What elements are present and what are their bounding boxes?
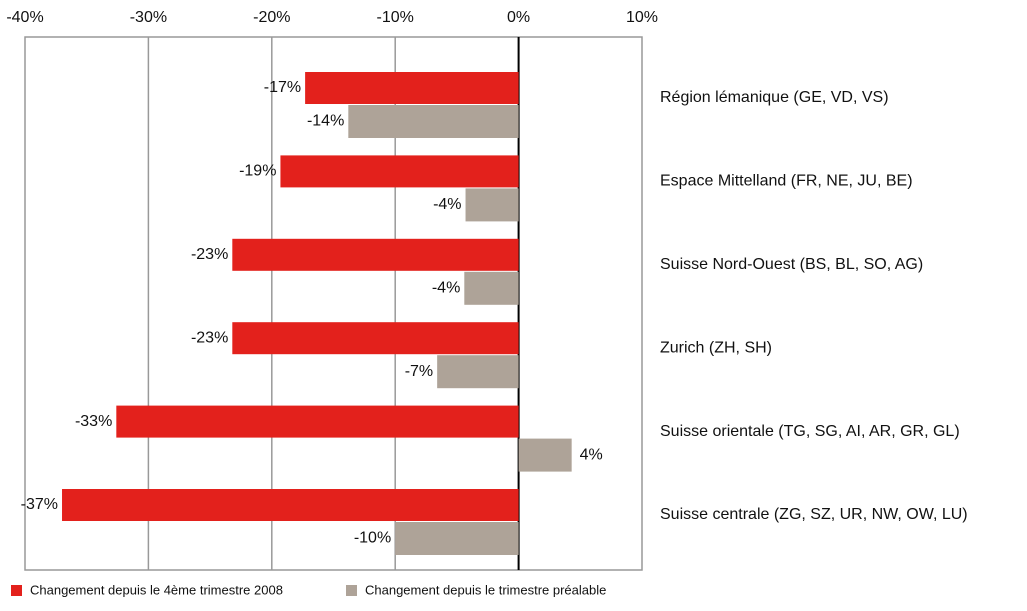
bar — [395, 522, 519, 555]
bar — [232, 322, 519, 355]
bar — [348, 105, 519, 138]
value-label: -10% — [354, 530, 391, 547]
x-tick-label: 0% — [507, 9, 530, 26]
value-label: -19% — [239, 163, 276, 180]
bar — [464, 271, 519, 305]
bar — [518, 438, 572, 472]
category-label: Suisse Nord-Ouest (BS, BL, SO, AG) — [660, 256, 923, 273]
bar — [305, 72, 519, 104]
bar — [62, 489, 519, 521]
value-label: -33% — [75, 413, 112, 430]
bar — [232, 238, 519, 271]
value-label: -7% — [405, 363, 433, 380]
legend-label: Changement depuis le 4ème trimestre 2008 — [30, 582, 283, 597]
value-label: -23% — [191, 329, 228, 346]
category-label: Zurich (ZH, SH) — [660, 339, 772, 356]
x-tick-label: -20% — [253, 9, 290, 26]
value-label: -17% — [264, 79, 301, 96]
value-label: -4% — [433, 196, 461, 213]
bar — [116, 405, 519, 438]
value-label: -4% — [432, 280, 460, 297]
value-label: -37% — [21, 496, 58, 513]
bar — [465, 188, 519, 222]
category-label: Suisse orientale (TG, SG, AI, AR, GR, GL… — [660, 423, 960, 440]
x-tick-label: -40% — [6, 9, 43, 26]
x-tick-label: -10% — [377, 9, 414, 26]
legend-swatch — [11, 585, 22, 596]
value-label: 4% — [580, 446, 603, 463]
category-label: Espace Mittelland (FR, NE, JU, BE) — [660, 173, 913, 190]
value-label: -23% — [191, 246, 228, 263]
x-tick-label: 10% — [626, 9, 658, 26]
legend-swatch — [346, 585, 357, 596]
category-label: Suisse centrale (ZG, SZ, UR, NW, OW, LU) — [660, 506, 968, 523]
value-label: -14% — [307, 113, 344, 130]
x-tick-label: -30% — [130, 9, 167, 26]
bar — [437, 355, 519, 389]
bar — [280, 155, 519, 188]
plot-area — [24, 36, 643, 571]
legend-label: Changement depuis le trimestre préalable — [365, 582, 606, 597]
category-label: Région lémanique (GE, VD, VS) — [660, 89, 889, 106]
